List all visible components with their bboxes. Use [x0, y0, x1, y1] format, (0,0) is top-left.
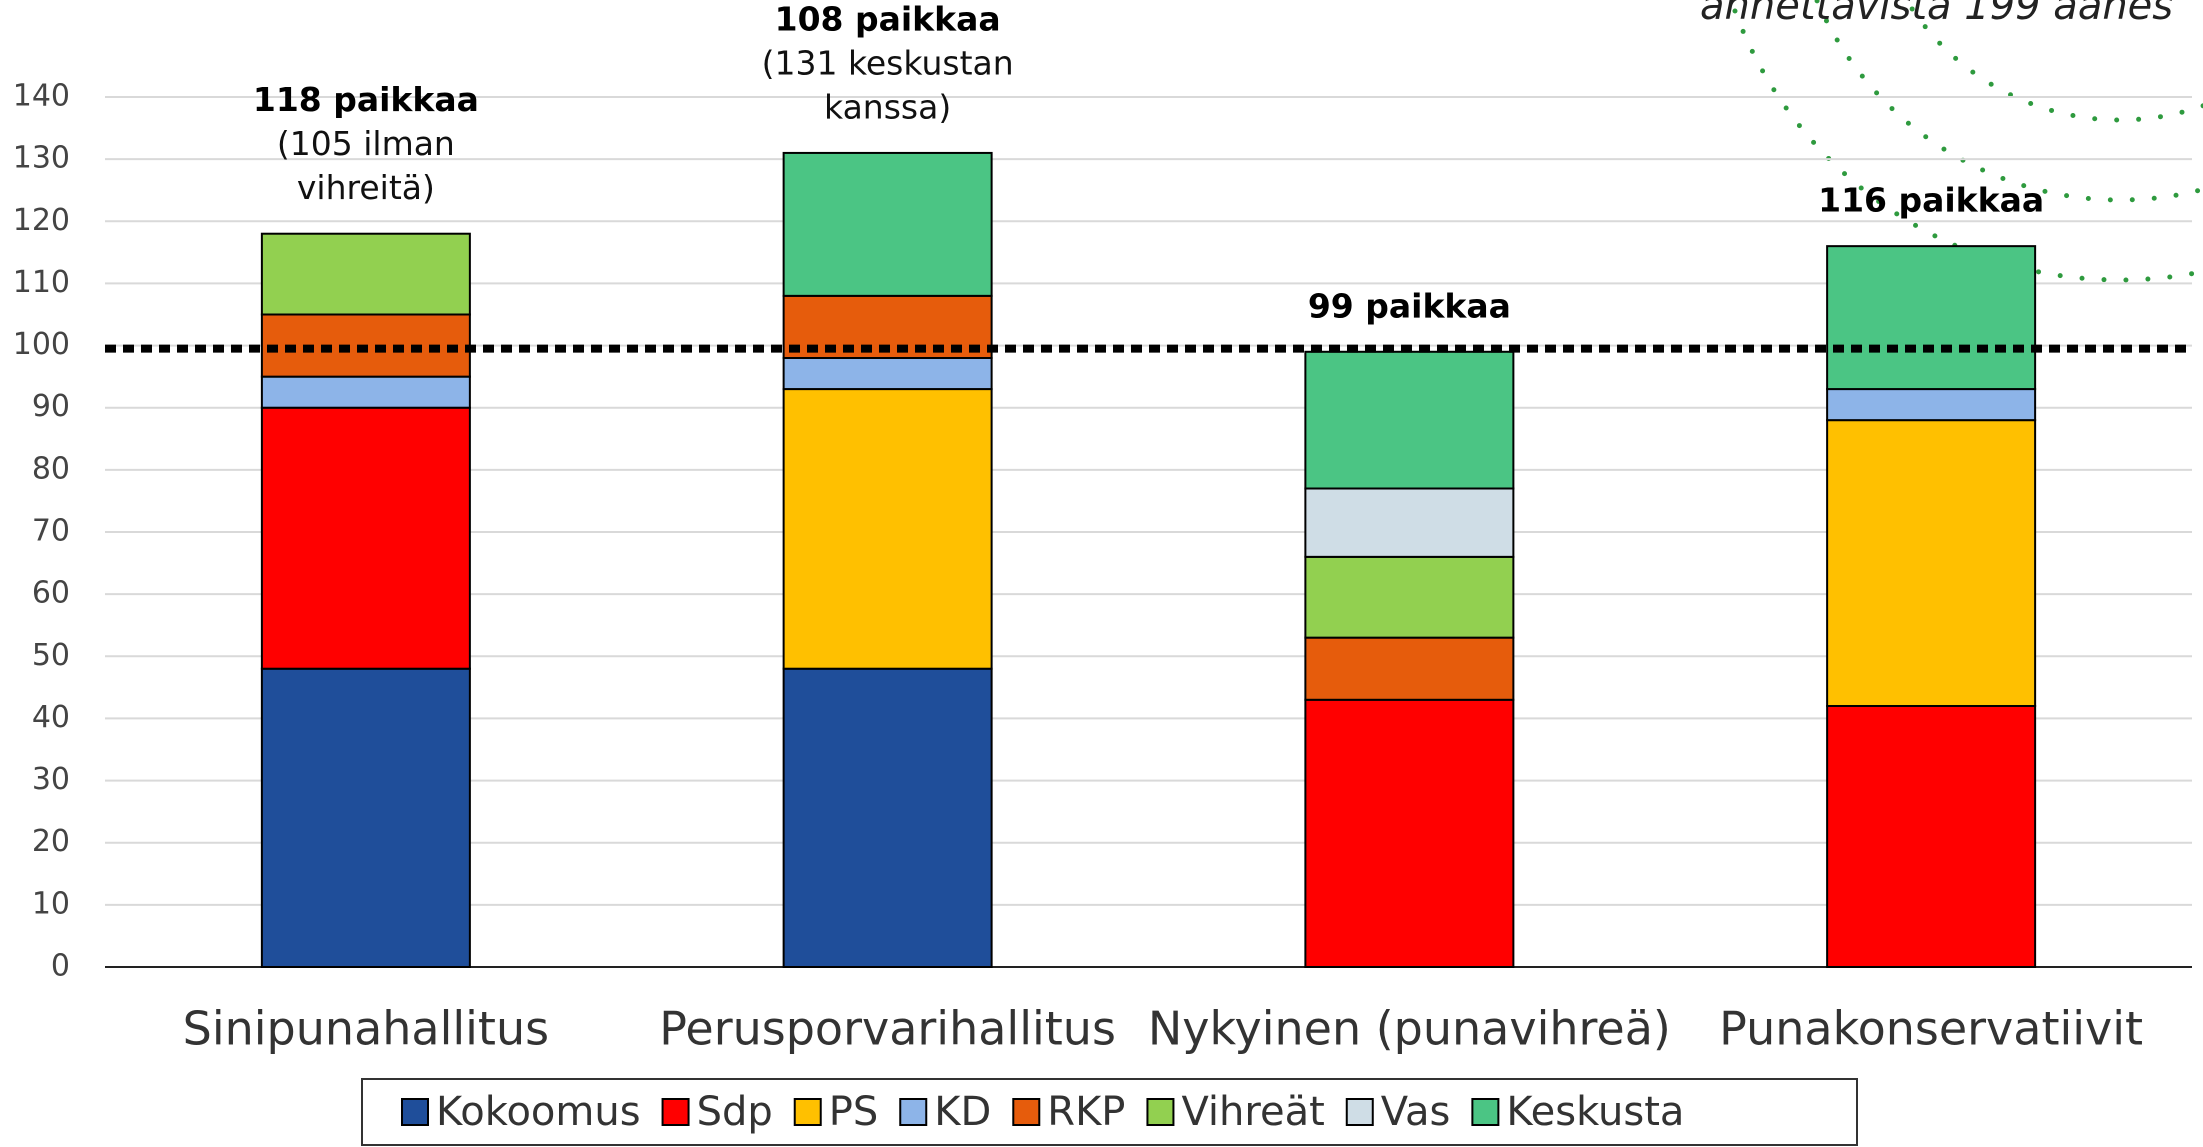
y-tick-label: 40: [32, 700, 70, 735]
legend-label: Sdp: [697, 1089, 773, 1135]
x-tick-label: Sinipunahallitus: [183, 1002, 549, 1056]
bar-segment: [1827, 389, 2035, 420]
y-tick-label: 50: [32, 638, 70, 673]
y-tick-label: 0: [51, 949, 70, 984]
annotation-note: kanssa): [824, 87, 951, 126]
annotation-note: (105 ilman: [277, 124, 455, 163]
y-tick-label: 110: [13, 265, 70, 300]
y-tick-label: 140: [13, 79, 70, 114]
y-tick-label: 90: [32, 389, 70, 424]
legend-swatch: [1472, 1099, 1498, 1125]
dotted-arc: [1710, 0, 2203, 280]
annotation-note: vihreitä): [297, 168, 435, 207]
bar-segment: [262, 408, 470, 669]
x-tick-label: Perusporvarihallitus: [659, 1002, 1116, 1056]
annotation-title: 108 paikkaa: [775, 0, 1001, 38]
legend-swatch: [1147, 1099, 1173, 1125]
bar-segment: [1827, 246, 2035, 389]
legend-label: PS: [829, 1089, 879, 1135]
bar-segment: [1305, 700, 1513, 967]
chart: annettavista 199 äänes 0 10 20 30 40 50 60 70 80…: [0, 0, 2203, 1147]
legend-label: Keskusta: [1506, 1089, 1684, 1135]
bar-segment: [1305, 489, 1513, 557]
legend-label: Vas: [1381, 1089, 1451, 1135]
legend-label: Vihreät: [1181, 1089, 1324, 1135]
y-tick-label: 100: [13, 327, 70, 362]
decoration: [1710, 0, 2203, 280]
bar-segment: [262, 234, 470, 315]
annotation-title: 116 paikkaa: [1818, 181, 2044, 220]
bar-segment: [1305, 352, 1513, 489]
annotation-note: (131 keskustan: [762, 43, 1014, 82]
legend-swatch: [1347, 1099, 1373, 1125]
legend-swatch: [900, 1099, 926, 1125]
legend-swatch: [663, 1099, 689, 1125]
corner-text: annettavista 199 äänes: [1700, 0, 2173, 29]
bar-segment: [784, 358, 992, 389]
y-tick-label: 130: [13, 141, 70, 176]
y-tick-label: 70: [32, 514, 70, 549]
y-tick-label: 60: [32, 576, 70, 611]
legend-label: Kokoomus: [436, 1089, 641, 1135]
bar-segment: [1827, 706, 2035, 967]
bar-segment: [262, 377, 470, 408]
y-tick-label: 120: [13, 203, 70, 238]
x-tick-label: Nykyinen (punavihreä): [1148, 1002, 1671, 1056]
bar-segment: [784, 389, 992, 669]
annotation-title: 118 paikkaa: [253, 80, 479, 119]
bar-segment: [262, 669, 470, 967]
bar-segment: [784, 153, 992, 296]
bar-segment: [784, 669, 992, 967]
annotation-title: 99 paikkaa: [1308, 286, 1511, 325]
y-tick-label: 30: [32, 762, 70, 797]
y-tick-label: 10: [32, 886, 70, 921]
legend-label: KD: [934, 1089, 991, 1135]
legend-swatch: [795, 1099, 821, 1125]
bar-segment: [1827, 420, 2035, 706]
bar-segment: [1305, 638, 1513, 700]
y-tick-label: 80: [32, 451, 70, 486]
legend-label: RKP: [1047, 1089, 1125, 1135]
legend-swatch: [1013, 1099, 1039, 1125]
page: {"chart_data": { "type": "stacked_bar", …: [0, 0, 2203, 1147]
x-tick-label: Punakonservatiivit: [1719, 1002, 2143, 1056]
dotted-arc: [1790, 0, 2203, 200]
bar-segment: [1305, 557, 1513, 638]
y-tick-label: 20: [32, 824, 70, 859]
legend-swatch: [402, 1099, 428, 1125]
